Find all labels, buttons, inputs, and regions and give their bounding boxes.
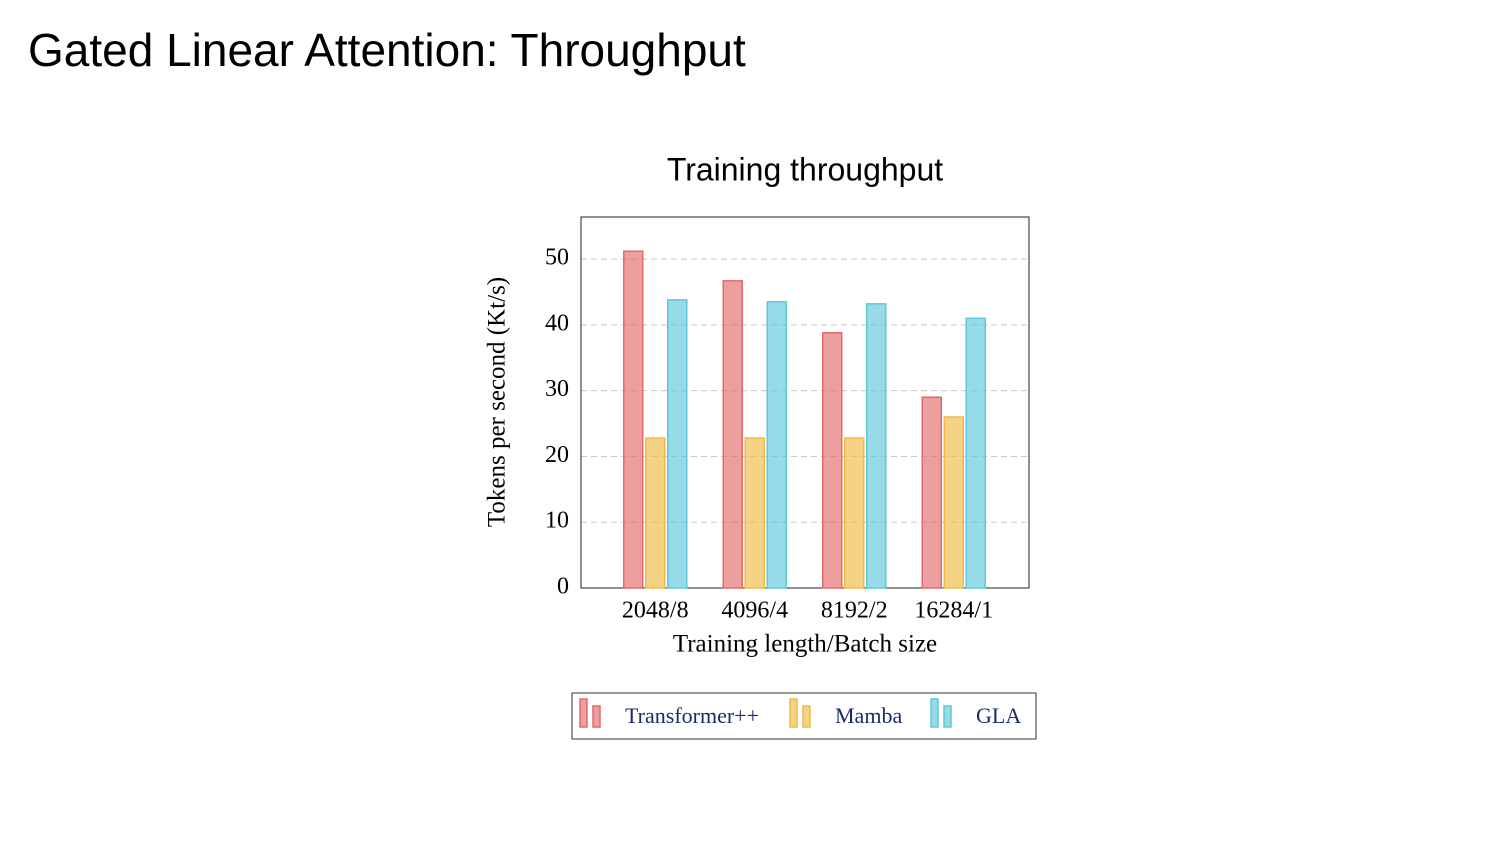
x-tick-label: 8192/2 [821,598,888,624]
legend-swatch [943,705,952,728]
bar [744,437,765,589]
y-tick-label: 20 [545,442,569,468]
legend-swatch [802,705,811,728]
bar [766,301,787,589]
bar [645,437,666,589]
bar [722,280,743,589]
bar [844,437,865,589]
legend-box [571,692,1037,740]
chart-title: Training throughput [667,151,943,187]
legend-label: GLA [976,703,1021,728]
bar [943,416,964,589]
plot-frame [580,216,1030,589]
x-axis-label: Training length/Batch size [673,631,937,658]
x-tick-label: 4096/4 [721,598,788,624]
legend-swatch [930,698,939,728]
bar [822,332,843,589]
legend-swatch [592,705,601,728]
y-tick-label: 0 [557,574,569,600]
bar [667,299,688,589]
slide-title: Gated Linear Attention: Throughput [28,24,746,76]
x-tick-label: 2048/8 [622,598,689,624]
bar [921,396,942,589]
bar [866,303,887,589]
bar [965,317,986,589]
legend-swatch [789,698,798,728]
y-axis-label: Tokens per second (Kt/s) [484,277,511,527]
y-tick-label: 40 [545,310,569,336]
legend-swatch [579,698,588,728]
bar [623,250,644,589]
legend-label: Transformer++ [625,703,759,728]
y-tick-label: 30 [545,376,569,402]
x-tick-label: 16284/1 [914,598,993,624]
legend-label: Mamba [835,703,902,728]
y-tick-label: 50 [545,245,569,271]
y-tick-label: 10 [545,508,569,534]
